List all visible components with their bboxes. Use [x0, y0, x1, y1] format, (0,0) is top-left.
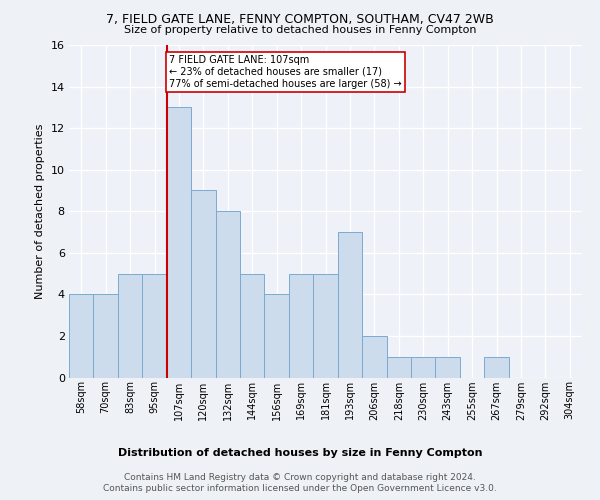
Bar [289, 274, 313, 378]
Text: 7, FIELD GATE LANE, FENNY COMPTON, SOUTHAM, CV47 2WB: 7, FIELD GATE LANE, FENNY COMPTON, SOUTH… [106, 12, 494, 26]
Bar [411, 356, 436, 378]
Y-axis label: Number of detached properties: Number of detached properties [35, 124, 45, 299]
Bar [142, 274, 167, 378]
Text: Size of property relative to detached houses in Fenny Compton: Size of property relative to detached ho… [124, 25, 476, 35]
Bar [313, 274, 338, 378]
Bar [167, 108, 191, 378]
Bar [94, 294, 118, 378]
Bar [386, 356, 411, 378]
Bar [191, 190, 215, 378]
Bar [118, 274, 142, 378]
Bar [436, 356, 460, 378]
Bar [338, 232, 362, 378]
Bar [484, 356, 509, 378]
Text: 7 FIELD GATE LANE: 107sqm
← 23% of detached houses are smaller (17)
77% of semi-: 7 FIELD GATE LANE: 107sqm ← 23% of detac… [169, 56, 402, 88]
Text: Contains HM Land Registry data © Crown copyright and database right 2024.: Contains HM Land Registry data © Crown c… [124, 472, 476, 482]
Bar [265, 294, 289, 378]
Bar [240, 274, 265, 378]
Text: Distribution of detached houses by size in Fenny Compton: Distribution of detached houses by size … [118, 448, 482, 458]
Bar [362, 336, 386, 378]
Bar [215, 211, 240, 378]
Text: Contains public sector information licensed under the Open Government Licence v3: Contains public sector information licen… [103, 484, 497, 493]
Bar [69, 294, 94, 378]
